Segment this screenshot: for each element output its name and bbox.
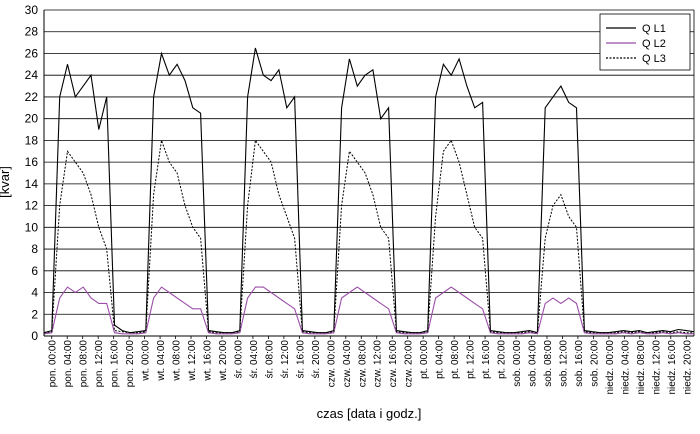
y-tick-label: 0 — [31, 329, 38, 343]
x-tick-label: śr. 16:00 — [295, 340, 306, 379]
y-tick-label: 16 — [25, 155, 39, 169]
x-tick-label: wt. 20:00 — [218, 340, 229, 382]
x-tick-label: śr. 12:00 — [280, 340, 291, 379]
legend: Q L1 Q L2 Q L3 — [599, 13, 691, 71]
x-tick-label: pon. 04:00 — [63, 340, 74, 388]
x-tick-label: pon. 20:00 — [125, 340, 136, 388]
y-tick-label: 26 — [25, 46, 39, 60]
y-tick-label: 20 — [25, 112, 39, 126]
x-tick-label: niedz. 00:00 — [605, 340, 616, 395]
x-tick-label: śr. 20:00 — [311, 340, 322, 379]
x-tick-label: sob. 00:00 — [512, 340, 523, 387]
y-tick-label: 28 — [25, 25, 39, 39]
y-tick-label: 10 — [25, 220, 39, 234]
x-tick-label: niedz. 12:00 — [651, 340, 662, 395]
x-tick-label: wt. 04:00 — [156, 340, 167, 382]
x-tick-label: pt. 00:00 — [419, 340, 430, 379]
legend-label: Q L3 — [642, 53, 666, 65]
series-line-q-l1 — [43, 47, 695, 334]
x-tick-label: pt. 16:00 — [481, 340, 492, 379]
x-tick-label: czw. 12:00 — [373, 340, 384, 388]
x-tick-label: pon. 12:00 — [94, 340, 105, 388]
x-tick-label: śr. 00:00 — [233, 340, 244, 379]
x-tick-label: wt. 00:00 — [141, 340, 152, 382]
y-tick-label: 22 — [25, 90, 39, 104]
x-tick-label: pon. 00:00 — [48, 340, 59, 388]
series-lines — [43, 47, 695, 335]
x-tick-label: sob. 08:00 — [543, 340, 554, 387]
x-tick-label: sob. 12:00 — [558, 340, 569, 387]
x-tick-label: niedz. 16:00 — [667, 340, 678, 395]
series-line-q-l2 — [43, 286, 694, 335]
legend-label: Q L2 — [642, 38, 666, 50]
x-tick-label: pon. 16:00 — [110, 340, 121, 388]
y-tick-label: 18 — [25, 133, 39, 147]
legend-box — [599, 13, 691, 71]
x-tick-labels: pon. 00:00 pon. 04:00 pon. 08:00 pon. 12:00… — [48, 340, 694, 395]
x-tick-label: śr. 04:00 — [249, 340, 260, 379]
x-tick-label: sob. 16:00 — [574, 340, 585, 387]
x-tick-label: niedz. 04:00 — [620, 340, 631, 395]
x-tick-label: pt. 08:00 — [450, 340, 461, 379]
x-tick-label: sob. 04:00 — [528, 340, 539, 387]
x-tick-label: niedz. 08:00 — [636, 340, 647, 395]
series-line-q-l3 — [43, 139, 694, 334]
axes — [43, 10, 695, 339]
x-tick-label: wt. 08:00 — [172, 340, 183, 382]
y-tick-label: 6 — [31, 264, 38, 278]
x-tick-label: pt. 04:00 — [435, 340, 446, 379]
y-tick-label: 8 — [31, 242, 38, 256]
y-tick-label: 4 — [31, 286, 38, 300]
y-axis-label: [kvar] — [0, 166, 12, 198]
y-tick-label: 12 — [25, 199, 39, 213]
x-tick-label: wt. 16:00 — [203, 340, 214, 382]
x-tick-label: wt. 12:00 — [187, 340, 198, 382]
x-tick-label: sob. 20:00 — [589, 340, 600, 387]
x-tick-label: czw. 08:00 — [357, 340, 368, 388]
gridlines — [44, 9, 694, 337]
y-tick-label: 2 — [31, 307, 38, 321]
y-tick-label: 24 — [25, 68, 39, 82]
x-tick-label: niedz. 20:00 — [682, 340, 693, 395]
y-tick-label: 30 — [25, 3, 39, 17]
x-tick-label: pon. 08:00 — [79, 340, 90, 388]
x-tick-label: czw. 00:00 — [326, 340, 337, 388]
y-tick-label: 14 — [25, 177, 39, 191]
legend-label: Q L1 — [642, 23, 666, 35]
x-tick-label: czw. 20:00 — [404, 340, 415, 388]
x-tick-label: czw. 04:00 — [342, 340, 353, 388]
x-tick-label: śr. 08:00 — [264, 340, 275, 379]
x-tick-label: czw. 16:00 — [388, 340, 399, 388]
x-axis-label: czas [data i godz.] — [317, 406, 422, 421]
x-tick-label: pt. 12:00 — [466, 340, 477, 379]
x-tick-label: pt. 20:00 — [497, 340, 508, 379]
